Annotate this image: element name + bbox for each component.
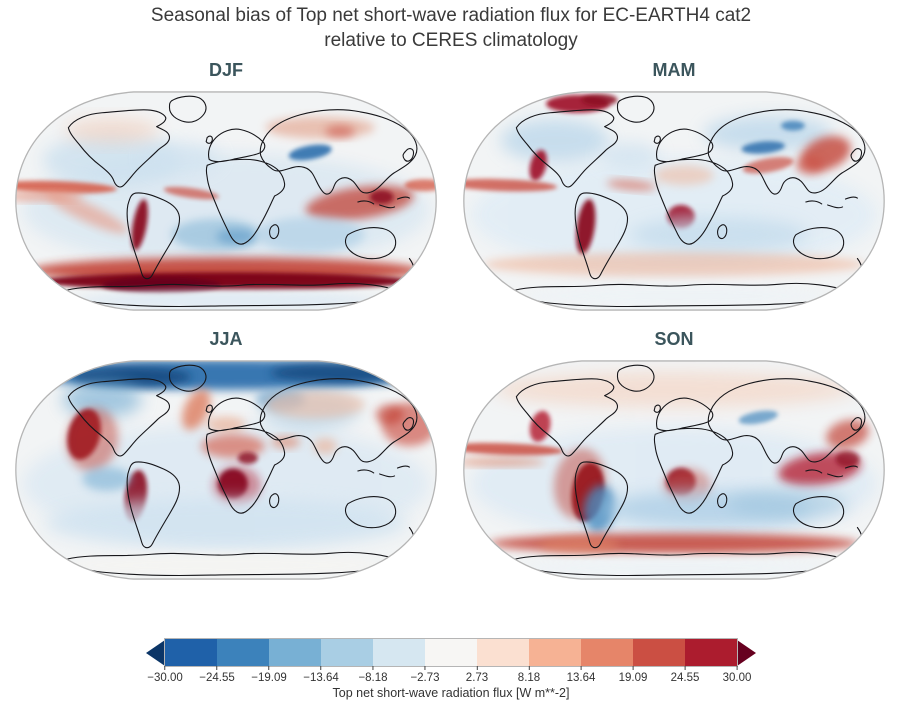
figure-title-line1: Seasonal bias of Top net short-wave radi… — [150, 5, 752, 26]
map-jja — [15, 360, 437, 580]
colorbar-tick-label: −2.73 — [410, 666, 439, 684]
colorbar-label: Top net short-wave radiation flux [W m**… — [332, 686, 570, 700]
colorbar-tick-label: −19.09 — [251, 666, 287, 684]
panel-jja: JJA — [11, 325, 441, 585]
colorbar-tick-label: −8.18 — [358, 666, 387, 684]
colorbar-segment — [477, 639, 529, 666]
bias-field — [463, 371, 878, 578]
colorbar-segment — [217, 639, 269, 666]
colorbar-tick-label: 30.00 — [723, 666, 752, 684]
panel-title-jja: JJA — [209, 329, 243, 349]
colorbar-tick-label: −24.55 — [199, 666, 235, 684]
panel-son: SON — [459, 325, 889, 585]
panel-djf: DJF — [11, 56, 441, 316]
colorbar-segment — [425, 639, 477, 666]
map-boundary — [463, 360, 885, 580]
colorbar-segment — [321, 639, 373, 666]
colorbar-segment — [269, 639, 321, 666]
colorbar-segment — [165, 639, 217, 666]
panel-title-son: SON — [654, 329, 694, 349]
colorbar-tick-label: −13.64 — [303, 666, 339, 684]
panel-title-djf: DJF — [208, 60, 243, 80]
figure-title: Seasonal bias of Top net short-wave radi… — [0, 3, 902, 53]
map-boundary — [15, 91, 437, 311]
colorbar-tick-label: −30.00 — [147, 666, 183, 684]
continent-outlines — [65, 95, 418, 308]
continent-outlines — [513, 95, 866, 308]
panel-title-mam: MAM — [652, 60, 696, 80]
figure-title-line2: relative to CERES climatology — [324, 30, 578, 51]
colorbar-tick-label: 8.18 — [518, 666, 540, 684]
map-boundary — [463, 91, 885, 311]
map-son — [463, 360, 885, 580]
colorbar-segment — [685, 639, 737, 666]
colorbar-segment — [373, 639, 425, 666]
colorbar-over-arrow-icon — [737, 639, 756, 666]
colorbar-bar — [164, 638, 738, 667]
map-mam — [463, 91, 885, 311]
colorbar-tick-label: 24.55 — [671, 666, 700, 684]
colorbar-row — [146, 638, 756, 667]
colorbar-tick-label: 2.73 — [466, 666, 488, 684]
map-djf — [15, 91, 437, 311]
colorbar-segment — [633, 639, 685, 666]
colorbar-tick-label: 19.09 — [619, 666, 648, 684]
map-boundary — [15, 360, 437, 580]
colorbar: −30.00 −24.55 −19.09 −13.64 −8.18 −2.73 2.73 8.… — [146, 638, 756, 700]
colorbar-under-arrow-icon — [146, 639, 165, 666]
colorbar-ticks: −30.00 −24.55 −19.09 −13.64 −8.18 −2.73 2.73 8.… — [147, 666, 751, 686]
continent-outlines — [513, 364, 866, 577]
continent-outlines — [65, 364, 418, 577]
colorbar-tick-label: 13.64 — [567, 666, 596, 684]
panel-mam: MAM — [459, 56, 889, 316]
colorbar-segment — [581, 639, 633, 666]
colorbar-segment — [529, 639, 581, 666]
bias-field — [15, 116, 437, 310]
